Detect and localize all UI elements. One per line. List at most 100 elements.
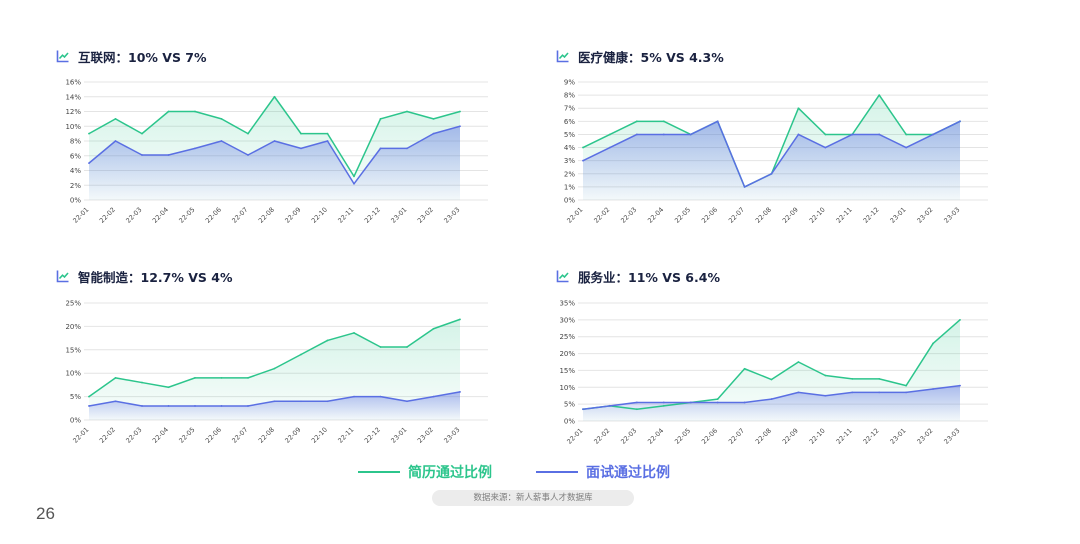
data-point-interview xyxy=(220,405,223,407)
data-point-interview xyxy=(932,133,934,136)
y-tick-label: 6% xyxy=(564,118,575,126)
x-tick-label: 23-02 xyxy=(416,426,435,445)
line-chart-icon xyxy=(556,50,569,63)
legend-label-resume: 简历通过比例 xyxy=(408,465,492,481)
x-tick-label: 22-02 xyxy=(98,426,117,445)
data-point-interview xyxy=(716,401,719,404)
y-tick-label: 14% xyxy=(65,93,81,101)
data-point-resume xyxy=(932,342,934,345)
data-point-interview xyxy=(851,133,854,136)
x-tick-label: 22-04 xyxy=(646,206,665,225)
x-tick-label: 22-09 xyxy=(781,427,800,446)
x-tick-label: 22-12 xyxy=(363,426,382,445)
y-tick-label: 0% xyxy=(70,417,81,425)
data-point-resume xyxy=(635,120,638,123)
x-tick-label: 22-02 xyxy=(592,427,611,446)
data-point-interview xyxy=(797,133,800,136)
x-tick-label: 22-05 xyxy=(177,206,196,225)
y-tick-label: 12% xyxy=(65,108,81,116)
legend-label-interview: 面试通过比例 xyxy=(586,465,670,481)
x-tick-label: 23-03 xyxy=(942,427,961,446)
data-point-resume xyxy=(141,132,143,135)
data-point-resume xyxy=(247,132,249,135)
x-tick-label: 22-04 xyxy=(151,426,170,445)
chart-title-text: 互联网：10% VS 7% xyxy=(78,49,207,65)
legend-swatch-interview xyxy=(536,471,578,473)
y-tick-label: 7% xyxy=(564,105,575,113)
data-point-resume xyxy=(432,117,435,120)
y-tick-label: 0% xyxy=(564,197,575,205)
y-tick-label: 16% xyxy=(65,79,81,87)
x-tick-label: 22-07 xyxy=(230,206,249,225)
x-tick-label: 23-01 xyxy=(389,426,408,445)
data-point-interview xyxy=(379,147,382,150)
data-point-resume xyxy=(379,117,382,120)
data-point-interview xyxy=(194,147,196,150)
x-tick-label: 22-04 xyxy=(646,427,665,446)
y-tick-label: 15% xyxy=(559,367,575,375)
data-point-resume xyxy=(167,386,170,389)
data-point-resume xyxy=(114,117,117,120)
data-point-interview xyxy=(247,405,249,407)
x-tick-label: 23-02 xyxy=(416,206,435,225)
data-point-resume xyxy=(353,175,355,178)
data-point-interview xyxy=(824,146,827,149)
x-tick-label: 23-03 xyxy=(942,206,961,225)
legend-item-interview: 面试通过比例 xyxy=(536,462,670,482)
line-area-chart-services: 0% 5% 10% 15% 20% 25% 30% 35% 22-01 22-02 22-03 22-… xyxy=(559,300,988,446)
data-point-resume xyxy=(300,132,302,135)
data-point-resume xyxy=(88,395,90,398)
data-point-interview xyxy=(88,405,90,407)
x-tick-label: 22-10 xyxy=(310,426,329,445)
data-point-interview xyxy=(743,185,746,188)
data-point-interview xyxy=(273,400,276,403)
data-point-resume xyxy=(770,378,773,381)
data-point-resume xyxy=(851,377,854,380)
data-point-interview xyxy=(326,140,329,142)
series-area-interview xyxy=(583,121,960,200)
x-tick-label: 22-08 xyxy=(257,206,276,225)
data-point-interview xyxy=(114,400,117,403)
data-point-resume xyxy=(273,367,276,370)
y-tick-label: 5% xyxy=(70,393,81,401)
line-area-chart-healthcare: 0% 1% 2% 3% 4% 5% 6% 7% 8% 9% 22-01 22-02 22-03 22-04… xyxy=(564,79,988,225)
x-tick-label: 22-06 xyxy=(204,426,223,445)
legend-swatch-resume xyxy=(358,471,400,473)
chart-title: 服务业：11% VS 6.4% xyxy=(556,266,720,286)
data-point-interview xyxy=(432,132,435,135)
line-chart-icon xyxy=(556,270,569,283)
data-point-interview xyxy=(689,401,692,404)
data-point-interview xyxy=(582,408,584,411)
x-tick-label: 22-10 xyxy=(310,206,329,225)
chart-title-text: 服务业：11% VS 6.4% xyxy=(578,269,720,285)
x-tick-label: 22-08 xyxy=(257,426,276,445)
x-tick-label: 22-07 xyxy=(727,206,746,225)
x-tick-label: 22-08 xyxy=(754,427,773,446)
data-point-interview xyxy=(662,401,665,404)
data-point-resume xyxy=(167,110,170,113)
data-point-resume xyxy=(220,376,223,379)
data-point-resume xyxy=(300,353,302,356)
data-point-interview xyxy=(959,120,961,123)
x-tick-label: 22-02 xyxy=(592,206,611,225)
y-tick-label: 5% xyxy=(564,401,575,409)
data-point-interview xyxy=(326,400,329,403)
x-tick-label: 23-02 xyxy=(915,427,934,446)
data-point-resume xyxy=(959,318,961,321)
data-point-resume xyxy=(824,374,827,377)
data-point-interview xyxy=(459,391,461,393)
x-tick-label: 22-01 xyxy=(565,427,584,446)
data-point-resume xyxy=(194,110,196,113)
y-tick-label: 20% xyxy=(65,323,81,331)
data-point-resume xyxy=(743,367,746,370)
x-tick-label: 22-02 xyxy=(98,206,117,225)
series-area-interview xyxy=(89,126,460,200)
data-point-interview xyxy=(353,182,355,185)
x-tick-label: 22-10 xyxy=(808,427,827,446)
data-point-interview xyxy=(932,388,934,390)
data-point-resume xyxy=(247,376,249,379)
data-point-resume xyxy=(878,377,881,380)
data-point-resume xyxy=(379,346,382,348)
data-point-resume xyxy=(220,117,223,120)
chart-panel-internet: 互联网：10% VS 7% 0% 2% 4% 6% 8% 10% 12% 14% 16% 22-0… xyxy=(56,46,516,246)
